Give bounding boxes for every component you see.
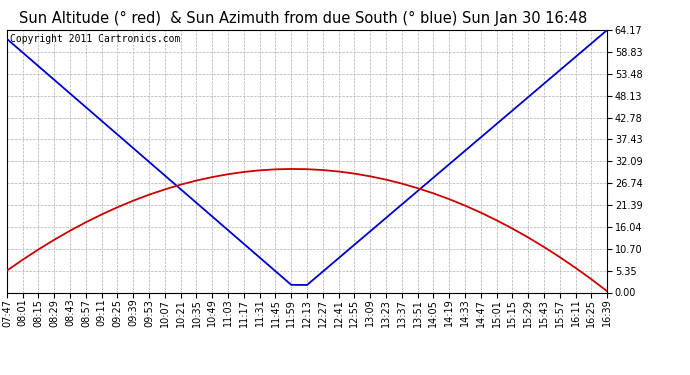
Text: Sun Altitude (° red)  & Sun Azimuth from due South (° blue) Sun Jan 30 16:48: Sun Altitude (° red) & Sun Azimuth from … (19, 11, 588, 26)
Text: Copyright 2011 Cartronics.com: Copyright 2011 Cartronics.com (10, 34, 180, 44)
